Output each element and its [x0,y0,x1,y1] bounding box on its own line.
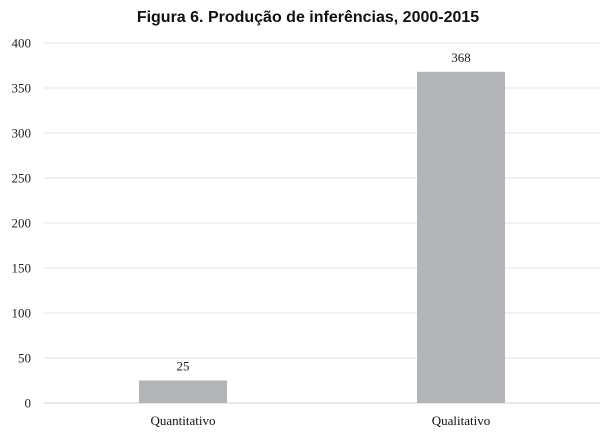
bar-quantitativo [139,380,227,403]
y-tick-label: 300 [12,126,32,141]
y-tick-label: 0 [25,396,32,411]
data-label-quantitativo: 25 [177,359,190,374]
data-label-qualitativo: 368 [451,50,471,65]
x-category-label-qualitativo: Qualitativo [432,413,491,428]
gridlines [44,42,600,404]
y-tick-label: 100 [12,306,32,321]
bar-qualitativo [417,71,505,404]
y-tick-label: 400 [12,36,32,51]
y-tick-label: 250 [12,171,32,186]
y-tick-label: 200 [12,216,32,231]
x-axis-categories: Quantitativo Qualitativo [151,413,491,428]
y-tick-label: 150 [12,261,32,276]
chart-title: Figura 6. Produção de inferências, 2000-… [137,9,479,26]
y-axis-ticks: 0 50 100 150 200 250 300 350 400 [12,36,32,411]
x-category-label-quantitativo: Quantitativo [151,413,216,428]
bars [139,71,505,404]
y-tick-label: 350 [12,81,32,96]
data-labels: 25 368 [177,50,471,374]
y-tick-label: 50 [18,351,31,366]
